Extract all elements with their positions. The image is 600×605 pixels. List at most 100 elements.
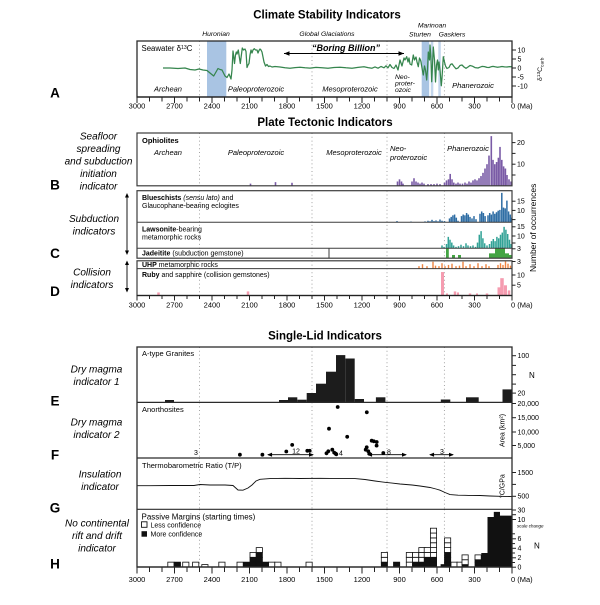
svg-text:Archean: Archean	[153, 85, 182, 94]
svg-text:Jadeitite (subduction gemstone: Jadeitite (subduction gemstone)	[142, 251, 244, 258]
svg-text:D: D	[50, 284, 60, 299]
svg-text:Passive Margins (starting time: Passive Margins (starting times)	[142, 513, 256, 522]
svg-text:Huronian: Huronian	[202, 31, 230, 38]
svg-text:2700: 2700	[166, 301, 183, 310]
svg-text:3: 3	[517, 259, 521, 266]
svg-text:0: 0	[518, 65, 522, 72]
svg-text:Seafloor: Seafloor	[80, 132, 118, 143]
svg-text:1200: 1200	[354, 301, 371, 310]
svg-text:C: C	[50, 246, 60, 261]
svg-text:indicator: indicator	[80, 182, 118, 193]
svg-text:0 (Ma): 0 (Ma)	[511, 575, 533, 584]
svg-text:600: 600	[431, 102, 444, 111]
svg-text:UHP metamorphic rocks: UHP metamorphic rocks	[142, 262, 218, 269]
svg-text:1500: 1500	[316, 301, 333, 310]
svg-text:Mesoproterozoic: Mesoproterozoic	[326, 148, 382, 157]
svg-text:Thermobarometric Ratio (T/P): Thermobarometric Ratio (T/P)	[142, 461, 242, 470]
svg-text:20: 20	[518, 391, 526, 398]
svg-text:ozoic: ozoic	[395, 87, 411, 94]
svg-text:30: 30	[518, 507, 526, 514]
svg-text:B: B	[50, 178, 60, 193]
svg-text:300: 300	[468, 102, 481, 111]
svg-text:3000: 3000	[129, 575, 146, 584]
svg-text:600: 600	[431, 301, 444, 310]
svg-text:0 (Ma): 0 (Ma)	[511, 301, 533, 310]
svg-text:Paleoproterozoic: Paleoproterozoic	[228, 85, 285, 94]
svg-text:15: 15	[517, 199, 525, 206]
svg-text:Marinoan: Marinoan	[418, 23, 447, 30]
svg-text:N: N	[534, 542, 540, 551]
svg-text:5: 5	[518, 56, 522, 63]
svg-text:Neo-: Neo-	[395, 74, 410, 81]
svg-text:Number of occurrences: Number of occurrences	[528, 184, 538, 272]
svg-text:12: 12	[292, 448, 300, 455]
svg-text:100: 100	[518, 353, 530, 360]
svg-text:300: 300	[468, 301, 481, 310]
svg-text:proter-: proter-	[394, 81, 416, 88]
svg-text:No continental: No continental	[65, 519, 130, 530]
svg-text:indicators: indicators	[73, 227, 116, 238]
svg-text:2100: 2100	[241, 575, 258, 584]
svg-text:Archean: Archean	[153, 148, 182, 157]
svg-text:Plate Tectonic Indicators: Plate Tectonic Indicators	[257, 117, 392, 129]
svg-text:1200: 1200	[354, 575, 371, 584]
svg-text:10: 10	[518, 517, 526, 524]
svg-text:Ophiolites: Ophiolites	[142, 136, 179, 145]
svg-text:Gaskiers: Gaskiers	[439, 32, 466, 39]
svg-text:Single-Lid Indicators: Single-Lid Indicators	[268, 331, 382, 343]
svg-text:and subduction: and subduction	[65, 157, 133, 168]
svg-text:3000: 3000	[129, 102, 146, 111]
svg-text:5,000: 5,000	[518, 443, 536, 450]
svg-text:Insulation: Insulation	[79, 470, 122, 481]
svg-text:scale change: scale change	[517, 524, 544, 529]
svg-text:10: 10	[517, 162, 525, 169]
svg-text:2: 2	[518, 555, 522, 562]
svg-text:Anorthosites: Anorthosites	[142, 405, 184, 414]
svg-text:proterozoic: proterozoic	[389, 153, 427, 162]
svg-text:10,000: 10,000	[518, 429, 540, 436]
svg-text:15,000: 15,000	[518, 415, 540, 422]
svg-text:Collision: Collision	[73, 268, 111, 279]
svg-text:“Boring Billion”: “Boring Billion”	[312, 43, 380, 53]
svg-text:indicator 2: indicator 2	[73, 430, 120, 441]
svg-text:metamorphic rocks: metamorphic rocks	[142, 235, 202, 242]
svg-text:1800: 1800	[279, 301, 296, 310]
svg-text:10: 10	[517, 272, 525, 279]
svg-text:rift and drift: rift and drift	[72, 531, 123, 542]
svg-text:20,000: 20,000	[518, 401, 540, 408]
svg-text:Area (km²): Area (km²)	[500, 414, 507, 447]
svg-text:3: 3	[440, 449, 444, 456]
svg-text:1800: 1800	[279, 575, 296, 584]
svg-text:600: 600	[431, 575, 444, 584]
svg-text:initiation: initiation	[80, 169, 117, 180]
svg-text:°C/GPa: °C/GPa	[499, 474, 507, 498]
svg-text:1500: 1500	[518, 470, 534, 477]
svg-text:3: 3	[194, 450, 198, 457]
svg-text:1200: 1200	[354, 102, 371, 111]
svg-text:1500: 1500	[316, 102, 333, 111]
svg-text:spreading: spreading	[77, 144, 121, 155]
svg-text:10: 10	[518, 47, 526, 54]
svg-text:2700: 2700	[166, 575, 183, 584]
svg-text:indicators: indicators	[71, 280, 114, 291]
svg-text:H: H	[50, 557, 60, 572]
svg-text:3: 3	[517, 246, 521, 253]
svg-text:Phanerozoic: Phanerozoic	[447, 144, 489, 153]
svg-text:900: 900	[393, 575, 406, 584]
svg-text:Climate Stability Indicators: Climate Stability Indicators	[253, 10, 401, 22]
svg-text:indicator: indicator	[78, 544, 116, 555]
svg-text:Subduction: Subduction	[69, 214, 119, 225]
svg-text:2400: 2400	[204, 301, 221, 310]
svg-text:2400: 2400	[204, 575, 221, 584]
svg-text:F: F	[51, 448, 59, 463]
svg-text:Less confidence: Less confidence	[151, 522, 202, 529]
svg-text:1800: 1800	[279, 102, 296, 111]
svg-text:Dry magma: Dry magma	[71, 418, 123, 429]
svg-text:δ13Ccarb: δ13Ccarb	[536, 57, 546, 81]
svg-text:4: 4	[518, 546, 522, 553]
svg-text:E: E	[50, 394, 59, 409]
svg-text:2400: 2400	[204, 102, 221, 111]
svg-text:-10: -10	[518, 83, 528, 90]
svg-text:8: 8	[387, 450, 391, 457]
svg-text:300: 300	[468, 575, 481, 584]
